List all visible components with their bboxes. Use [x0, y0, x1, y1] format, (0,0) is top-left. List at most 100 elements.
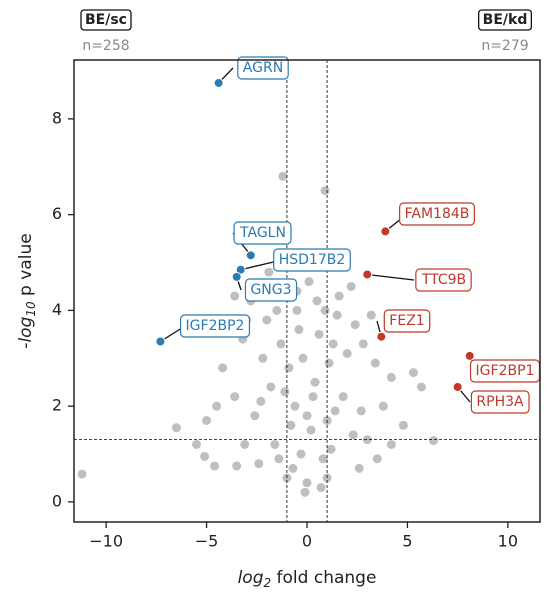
point	[200, 451, 210, 461]
point	[280, 387, 290, 397]
highlight-point	[213, 77, 224, 88]
point	[294, 325, 304, 335]
point	[310, 377, 320, 387]
point	[312, 296, 322, 306]
label-box	[415, 268, 472, 292]
point-label: TAGLN	[239, 225, 286, 241]
group-title: BE/kd	[483, 12, 528, 28]
point	[318, 454, 328, 464]
point	[77, 469, 87, 479]
point-label: GNG3	[250, 282, 291, 298]
point	[408, 368, 418, 378]
axis-label-rest: fold change	[271, 568, 376, 588]
point	[372, 454, 382, 464]
point	[416, 382, 426, 392]
point	[370, 358, 380, 368]
point	[240, 439, 250, 449]
axis-label: log2 fold change	[238, 568, 377, 590]
point	[354, 463, 364, 473]
point	[286, 420, 296, 430]
point	[429, 436, 439, 446]
point	[300, 487, 310, 497]
point	[212, 401, 222, 411]
x-tick-label: −10	[89, 532, 123, 551]
point-label: FEZ1	[389, 313, 424, 329]
point	[378, 401, 388, 411]
point	[254, 459, 264, 469]
label-box	[179, 314, 251, 338]
axis-label-base: log	[238, 568, 264, 588]
point	[398, 420, 408, 430]
point	[304, 277, 314, 287]
point	[334, 291, 344, 301]
y-tick-label: 2	[52, 396, 62, 415]
label-box	[383, 309, 431, 333]
y-tick-label: 6	[52, 204, 62, 223]
point	[298, 353, 308, 363]
label-box	[399, 202, 475, 226]
group-count: n=258	[82, 38, 129, 54]
x-tick-label: −5	[195, 532, 219, 551]
y-tick-label: 0	[52, 491, 62, 510]
point	[274, 454, 284, 464]
point	[262, 315, 272, 325]
label-box	[244, 278, 298, 302]
point	[256, 396, 266, 406]
x-tick-label: 10	[498, 532, 518, 551]
point	[284, 363, 294, 373]
point-label: TTC9B	[421, 272, 466, 288]
connector	[367, 273, 415, 281]
highlight-point	[362, 269, 373, 280]
point	[270, 439, 280, 449]
axis-label-base: -log	[16, 316, 36, 348]
axis-label-rest: p value	[16, 233, 36, 301]
point	[338, 392, 348, 402]
point	[306, 425, 316, 435]
point	[230, 291, 240, 301]
point	[350, 320, 360, 330]
group-title: BE/sc	[85, 12, 127, 28]
point	[202, 416, 212, 426]
point	[258, 353, 268, 363]
point	[342, 348, 352, 358]
point	[171, 423, 181, 433]
point	[302, 478, 312, 488]
point	[302, 411, 312, 421]
point	[330, 406, 340, 416]
highlight-point	[376, 331, 387, 342]
point	[366, 310, 376, 320]
point	[230, 392, 240, 402]
point	[320, 305, 330, 315]
point-label: FAM184B	[405, 206, 470, 222]
point	[316, 483, 326, 493]
point	[218, 363, 228, 373]
point	[362, 435, 372, 445]
point-label: HSD17B2	[279, 252, 346, 268]
point	[386, 439, 396, 449]
axis-label-sub: 2	[264, 576, 272, 590]
highlight-point	[464, 350, 475, 361]
point-label: AGRN	[243, 60, 283, 76]
x-tick-label: 5	[402, 532, 412, 551]
point	[250, 411, 260, 421]
point-label: RPH3A	[476, 394, 524, 410]
point	[326, 444, 336, 454]
label-box	[470, 390, 530, 414]
point	[328, 339, 338, 349]
label-box	[237, 56, 289, 80]
point	[290, 401, 300, 411]
point	[314, 329, 324, 339]
highlight-point	[452, 381, 463, 392]
point	[358, 339, 368, 349]
point	[296, 449, 306, 459]
group-box	[478, 9, 532, 31]
point	[386, 372, 396, 382]
point	[346, 281, 356, 291]
point	[324, 358, 334, 368]
group-box	[80, 9, 132, 31]
group-count: n=279	[481, 38, 528, 54]
y-tick-label: 8	[52, 108, 62, 127]
point	[192, 439, 202, 449]
highlight-point	[231, 271, 242, 282]
